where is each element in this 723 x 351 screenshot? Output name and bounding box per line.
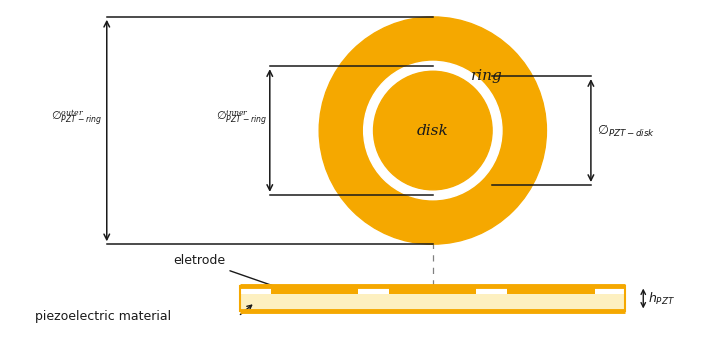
- Bar: [271, 286, 359, 293]
- Circle shape: [374, 71, 492, 190]
- Bar: [389, 286, 476, 293]
- Bar: [240, 293, 625, 311]
- Text: $\emptyset_{PZT-disk}$: $\emptyset_{PZT-disk}$: [596, 122, 655, 139]
- Circle shape: [364, 61, 502, 200]
- Text: $\emptyset^{\mathregular{inner}}_{PZT-ring}$: $\emptyset^{\mathregular{inner}}_{PZT-ri…: [215, 109, 267, 128]
- Circle shape: [319, 17, 547, 244]
- Bar: [508, 286, 594, 293]
- Text: eletrode: eletrode: [174, 254, 226, 267]
- Text: $\emptyset^{\mathregular{outer}}_{PZT-ring}$: $\emptyset^{\mathregular{outer}}_{PZT-ri…: [51, 109, 102, 128]
- Text: ring: ring: [471, 69, 503, 83]
- Text: piezoelectric material: piezoelectric material: [35, 310, 171, 323]
- Text: $h_{PZT}$: $h_{PZT}$: [649, 291, 675, 306]
- Text: disk: disk: [417, 124, 449, 138]
